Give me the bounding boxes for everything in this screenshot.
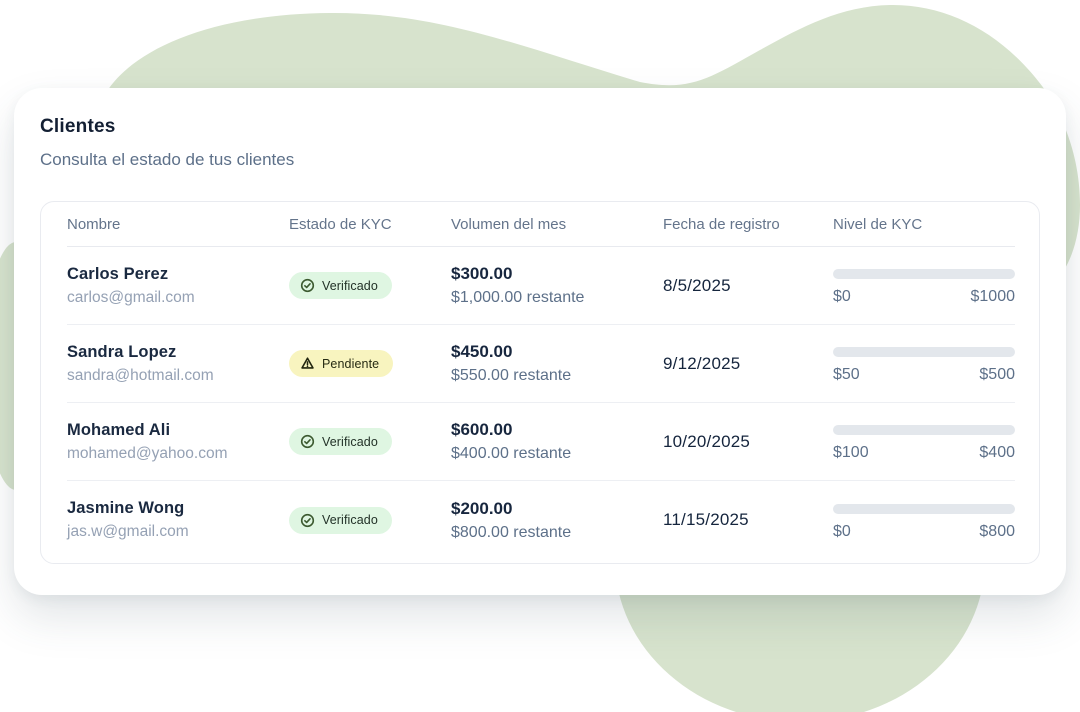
client-cell: Carlos Perez carlos@gmail.com	[67, 265, 289, 307]
clients-panel: Clientes Consulta el estado de tus clien…	[14, 88, 1066, 595]
registration-date-cell: 10/20/2025	[663, 432, 833, 452]
page-subtitle: Consulta el estado de tus clientes	[40, 150, 295, 169]
registration-date: 9/12/2025	[663, 353, 741, 373]
client-email: sandra@hotmail.com	[67, 366, 214, 384]
warning-triangle-icon	[300, 356, 315, 371]
client-cell: Sandra Lopez sandra@hotmail.com	[67, 343, 289, 385]
kyc-level-cell: $0 $800	[833, 500, 1015, 541]
kyc-level-min: $0	[833, 288, 851, 305]
client-email: jas.w@gmail.com	[67, 523, 189, 540]
kyc-level-cell: $0 $1000	[833, 265, 1015, 306]
kyc-level-bar	[833, 347, 1015, 357]
registration-date-cell: 8/5/2025	[663, 276, 833, 296]
client-name: Carlos Perez	[67, 264, 169, 283]
client-email: carlos@gmail.com	[67, 288, 195, 306]
kyc-level-labels: $50 $500	[833, 366, 1015, 384]
check-circle-icon	[300, 513, 315, 528]
volume-amount: $600.00	[451, 420, 513, 439]
client-name: Jasmine Wong	[67, 499, 185, 517]
kyc-status-label: Verificado	[322, 513, 378, 527]
kyc-status-cell: Verificado	[289, 272, 451, 299]
page-title: Clientes	[40, 116, 116, 137]
kyc-level-min: $100	[833, 444, 869, 461]
client-cell: Jasmine Wong jas.w@gmail.com	[67, 499, 289, 541]
kyc-level-max: $800	[979, 522, 1015, 540]
volume-remaining: $400.00 restante	[451, 445, 572, 462]
kyc-status-badge: Verificado	[289, 272, 392, 299]
registration-date-cell: 9/12/2025	[663, 354, 833, 374]
registration-date: 8/5/2025	[663, 275, 731, 295]
check-circle-icon	[300, 278, 315, 293]
volume-remaining: $550.00 restante	[451, 367, 572, 384]
table-row: Sandra Lopez sandra@hotmail.com Pendient…	[67, 325, 1015, 403]
kyc-status-label: Verificado	[322, 278, 378, 293]
kyc-level-min: $50	[833, 366, 860, 383]
kyc-status-badge: Pendiente	[289, 350, 394, 377]
volume-amount: $200.00	[451, 498, 513, 518]
registration-date-cell: 11/15/2025	[663, 510, 833, 530]
kyc-level-labels: $100 $400	[833, 444, 1015, 462]
registration-date: 10/20/2025	[663, 431, 751, 451]
client-email: mohamed@yahoo.com	[67, 444, 228, 462]
volume-cell: $300.00 $1,000.00 restante	[451, 264, 663, 307]
kyc-status-cell: Verificado	[289, 428, 451, 455]
kyc-level-labels: $0 $1000	[833, 288, 1015, 306]
volume-remaining: $1,000.00 restante	[451, 289, 585, 306]
volume-cell: $200.00 $800.00 restante	[451, 499, 663, 542]
volume-cell: $450.00 $550.00 restante	[451, 342, 663, 385]
column-header-kyc-level: Nivel de KYC	[833, 215, 923, 233]
volume-cell: $600.00 $400.00 restante	[451, 420, 663, 463]
column-header-volume: Volumen del mes	[451, 215, 567, 233]
table-row: Carlos Perez carlos@gmail.com Verificado…	[67, 247, 1015, 325]
kyc-status-badge: Verificado	[289, 428, 392, 455]
kyc-level-cell: $100 $400	[833, 421, 1015, 462]
kyc-level-bar	[833, 425, 1015, 435]
column-header-kyc-status: Estado de KYC	[289, 215, 392, 233]
kyc-status-label: Pendiente	[322, 356, 380, 371]
kyc-level-max: $1000	[970, 288, 1016, 305]
kyc-status-cell: Pendiente	[289, 350, 451, 377]
volume-remaining: $800.00 restante	[451, 523, 572, 541]
volume-amount: $450.00	[451, 342, 513, 361]
table-row: Jasmine Wong jas.w@gmail.com Verificado …	[67, 481, 1015, 559]
kyc-level-max: $500	[979, 366, 1015, 383]
client-name: Sandra Lopez	[67, 342, 177, 361]
clients-table: Nombre Estado de KYC Volumen del mes Fec…	[40, 201, 1040, 564]
registration-date: 11/15/2025	[663, 510, 749, 529]
kyc-level-max: $400	[979, 444, 1015, 461]
column-header-name: Nombre	[67, 215, 121, 233]
client-name: Mohamed Ali	[67, 420, 171, 439]
column-header-registration-date: Fecha de registro	[663, 215, 780, 233]
kyc-level-labels: $0 $800	[833, 523, 1015, 541]
table-row: Mohamed Ali mohamed@yahoo.com Verificado…	[67, 403, 1015, 481]
check-circle-icon	[300, 434, 315, 449]
kyc-status-label: Verificado	[322, 434, 378, 449]
kyc-status-cell: Verificado	[289, 506, 451, 534]
kyc-status-badge: Verificado	[289, 506, 392, 534]
client-cell: Mohamed Ali mohamed@yahoo.com	[67, 421, 289, 463]
kyc-level-bar	[833, 503, 1015, 514]
kyc-level-min: $0	[833, 522, 851, 540]
kyc-level-cell: $50 $500	[833, 343, 1015, 384]
kyc-level-bar	[833, 269, 1015, 279]
table-header-row: Nombre Estado de KYC Volumen del mes Fec…	[67, 202, 1015, 247]
volume-amount: $300.00	[451, 264, 513, 283]
